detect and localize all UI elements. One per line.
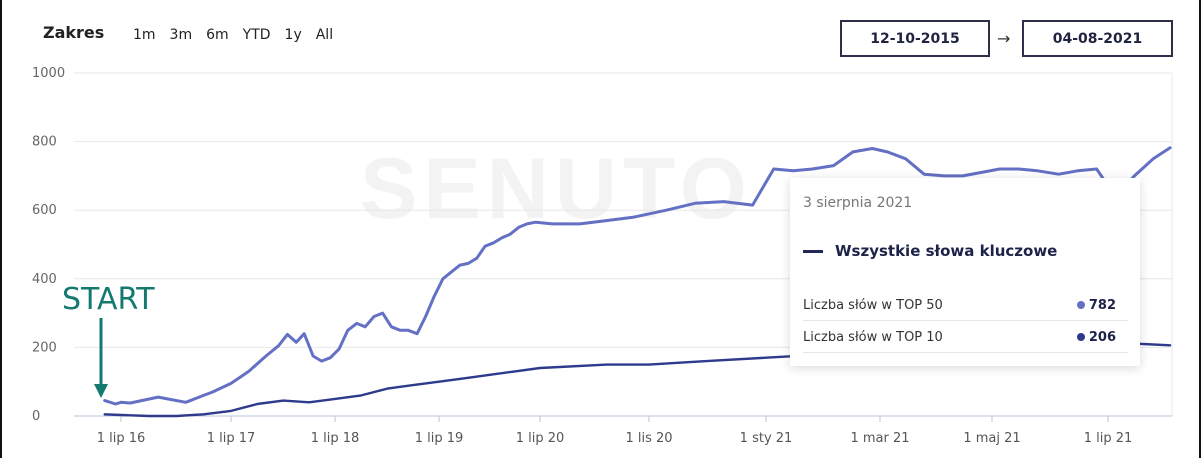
start-annotation-label: START — [62, 282, 155, 317]
tooltip-row-label: Liczba słów w TOP 10 — [803, 329, 943, 345]
range-option-1m[interactable]: 1m — [133, 27, 156, 43]
range-option-6m[interactable]: 6m — [206, 27, 229, 43]
y-tick-label: 1000 — [32, 66, 65, 81]
x-tick-label: 1 lip 16 — [97, 431, 146, 446]
date-from-field[interactable]: 12-10-2015 — [840, 20, 990, 57]
y-tick-label: 0 — [32, 409, 40, 424]
x-tick-label: 1 lip 20 — [516, 431, 565, 446]
tooltip-row-value-wrap: 206 — [1076, 329, 1116, 345]
y-tick-label: 400 — [32, 272, 57, 287]
y-axis-ticks: 0 200 400 600 800 1000 — [32, 66, 65, 424]
series-dot-icon — [1076, 301, 1085, 309]
series-dot-icon — [1076, 333, 1085, 341]
window-border-left — [0, 0, 2, 458]
tooltip-row-label: Liczba słów w TOP 50 — [803, 297, 943, 313]
start-annotation — [94, 318, 108, 398]
range-option-ytd[interactable]: YTD — [242, 27, 271, 43]
window-border-right — [1199, 0, 1201, 458]
tooltip-row-value: 782 — [1088, 297, 1116, 313]
tooltip-series-label: Wszystkie słowa kluczowe — [835, 242, 1058, 260]
tooltip-row-top10: Liczba słów w TOP 10 206 — [803, 322, 1128, 353]
x-tick-label: 1 lip 17 — [207, 431, 256, 446]
x-tick-label: 1 lis 20 — [625, 431, 672, 446]
range-options: 1m 3m 6m YTD 1y All — [126, 26, 340, 44]
date-to-field[interactable]: 04-08-2021 — [1022, 20, 1173, 57]
x-tick-label: 1 sty 21 — [740, 431, 793, 446]
x-tick-label: 1 lip 18 — [311, 431, 360, 446]
range-title: Zakres — [43, 23, 105, 42]
y-tick-label: 200 — [32, 340, 57, 355]
x-tick-label: 1 mar 21 — [850, 431, 909, 446]
start-arrow-head — [94, 384, 108, 398]
x-tick-label: 1 lip 19 — [415, 431, 464, 446]
range-option-3m[interactable]: 3m — [169, 27, 193, 43]
tooltip-date: 3 sierpnia 2021 — [803, 195, 913, 211]
x-tick-label: 1 maj 21 — [963, 431, 1020, 446]
tooltip-row-value: 206 — [1088, 329, 1116, 345]
range-option-all[interactable]: All — [315, 27, 334, 43]
x-axis: 1 lip 16 1 lip 17 1 lip 18 1 lip 19 1 lip 20… — [74, 415, 1172, 446]
tooltip-row-value-wrap: 782 — [1076, 297, 1116, 313]
tooltip-row-top50: Liczba słów w TOP 50 782 — [803, 290, 1128, 321]
tooltip-series-line-icon — [803, 249, 823, 253]
y-tick-label: 800 — [32, 135, 57, 150]
range-option-1y[interactable]: 1y — [284, 27, 302, 43]
tooltip-series: Wszystkie słowa kluczowe — [803, 242, 1057, 260]
series-line-top50 — [103, 146, 1172, 406]
x-tick-label: 1 lip 21 — [1084, 431, 1133, 446]
chart-tooltip: 3 sierpnia 2021 Wszystkie słowa kluczowe… — [790, 178, 1140, 366]
date-range-arrow: → — [997, 29, 1011, 48]
y-tick-label: 600 — [32, 203, 57, 218]
